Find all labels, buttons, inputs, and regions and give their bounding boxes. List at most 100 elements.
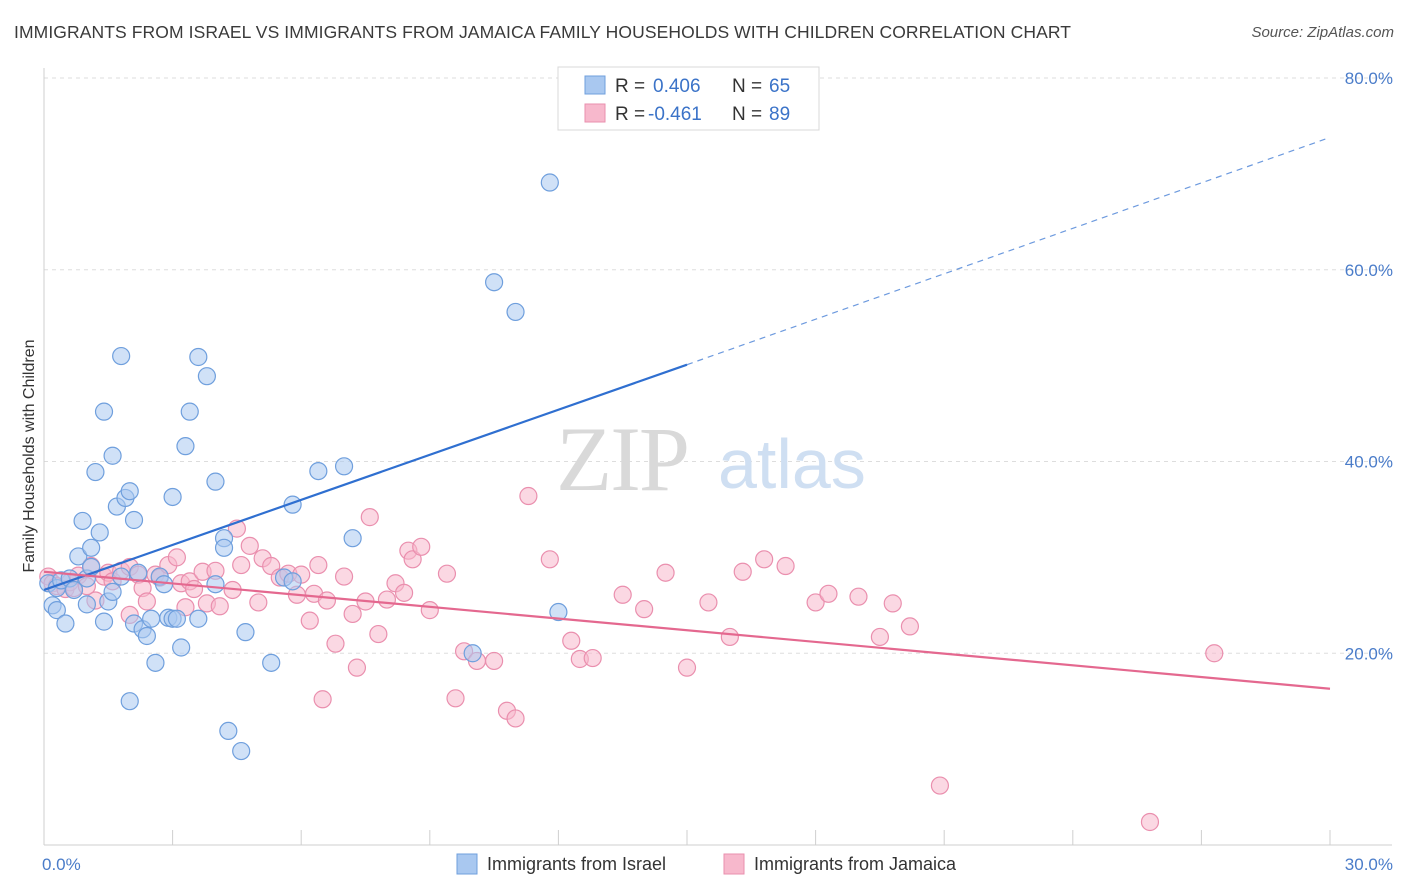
x-tick-labels: 0.0% 30.0% bbox=[42, 855, 1393, 874]
legend-r-value-israel: 0.406 bbox=[653, 76, 701, 97]
jamaica-point bbox=[326, 634, 345, 653]
jamaica-point bbox=[317, 591, 337, 610]
jamaica-point bbox=[519, 486, 538, 506]
israel-point bbox=[64, 580, 84, 600]
jamaica-point bbox=[313, 690, 332, 709]
israel-point bbox=[540, 173, 559, 192]
israel-point bbox=[86, 462, 105, 482]
jamaica-point bbox=[377, 590, 397, 609]
israel-point bbox=[82, 538, 101, 557]
israel-point bbox=[120, 482, 139, 501]
jamaica-point bbox=[819, 584, 838, 603]
y-axis-label: Family Households with Children bbox=[21, 340, 38, 573]
israel-point bbox=[69, 547, 88, 566]
jamaica-point bbox=[446, 689, 465, 708]
jamaica-point bbox=[930, 776, 950, 795]
israel-point bbox=[219, 721, 238, 741]
jamaica-point bbox=[420, 601, 439, 620]
israel-point bbox=[180, 402, 199, 421]
legend-swatch-jamaica bbox=[584, 103, 606, 123]
israel-trend-extension bbox=[686, 136, 1331, 366]
jamaica-point bbox=[369, 624, 388, 644]
jamaica-point bbox=[755, 550, 774, 569]
israel-point bbox=[485, 273, 504, 292]
jamaica-point bbox=[360, 508, 379, 527]
israel-point bbox=[94, 612, 114, 631]
jamaica-point bbox=[870, 627, 890, 647]
israel-point bbox=[124, 510, 144, 530]
jamaica-point bbox=[635, 600, 654, 619]
jamaica-point bbox=[232, 555, 251, 575]
source-credit: Source: ZipAtlas.com bbox=[1251, 24, 1394, 41]
x-tick-label: 0.0% bbox=[42, 855, 81, 874]
bottom-legend-label-jamaica: Immigrants from Jamaica bbox=[754, 854, 957, 874]
israel-point bbox=[283, 572, 302, 591]
israel-trend-line bbox=[43, 363, 688, 592]
legend-r-label-jamaica: R = bbox=[615, 104, 645, 125]
jamaica-point bbox=[167, 548, 186, 567]
legend-r-value-jamaica: -0.461 bbox=[648, 104, 702, 125]
jamaica-point bbox=[733, 562, 752, 581]
legend-n-value-israel: 65 bbox=[769, 76, 790, 97]
bottom-legend-label-israel: Immigrants from Israel bbox=[487, 854, 666, 874]
israel-point bbox=[146, 653, 165, 672]
israel-point bbox=[189, 609, 208, 628]
jamaica-point bbox=[720, 627, 739, 647]
legend-n-label-jamaica: N = bbox=[732, 104, 762, 125]
israel-point bbox=[77, 595, 96, 614]
jamaica-point bbox=[562, 631, 581, 650]
israel-point bbox=[137, 626, 156, 646]
jamaica-point bbox=[300, 611, 319, 630]
y-tick-labels: 20.0% 40.0% 60.0% 80.0% bbox=[1345, 69, 1393, 663]
jamaica-point bbox=[412, 537, 431, 556]
jamaica-trend-line bbox=[43, 570, 1331, 690]
jamaica-point bbox=[540, 550, 559, 569]
legend-n-value-jamaica: 89 bbox=[769, 104, 790, 125]
chart-title: IMMIGRANTS FROM ISRAEL VS IMMIGRANTS FRO… bbox=[14, 22, 1072, 42]
watermark-atlas: atlas bbox=[718, 425, 866, 503]
israel-point bbox=[343, 529, 362, 548]
legend-swatch-israel bbox=[584, 75, 606, 95]
jamaica-point bbox=[883, 594, 902, 613]
israel-point bbox=[334, 457, 354, 476]
jamaica-point bbox=[137, 592, 156, 611]
jamaica-point bbox=[583, 648, 602, 668]
israel-point bbox=[103, 582, 122, 601]
israel-point bbox=[549, 602, 568, 622]
israel-point bbox=[176, 437, 195, 456]
israel-point bbox=[73, 511, 92, 531]
legend-box: R = 0.406 N = 65 R = -0.461 N = 89 bbox=[557, 66, 820, 131]
israel-point bbox=[506, 302, 525, 322]
israel-point bbox=[112, 346, 131, 366]
y-tick-label: 80.0% bbox=[1345, 69, 1393, 88]
israel-point bbox=[197, 367, 216, 386]
y-tick-label: 60.0% bbox=[1345, 261, 1393, 280]
israel-point bbox=[56, 614, 75, 633]
jamaica-point bbox=[849, 587, 868, 606]
jamaica-point bbox=[485, 651, 504, 671]
israel-point bbox=[232, 741, 251, 761]
x-tick-label: 30.0% bbox=[1345, 855, 1393, 874]
jamaica-point bbox=[437, 564, 457, 583]
jamaica-point bbox=[343, 604, 362, 624]
legend-n-label-israel: N = bbox=[732, 76, 762, 97]
israel-point bbox=[189, 347, 208, 367]
watermark: ZIP atlas bbox=[556, 408, 866, 510]
jamaica-point bbox=[240, 536, 259, 555]
bottom-legend-swatch-israel bbox=[456, 853, 478, 875]
axes bbox=[43, 68, 1392, 846]
israel-point bbox=[206, 472, 225, 491]
jamaica-point bbox=[210, 597, 229, 616]
jamaica-point bbox=[677, 658, 697, 677]
jamaica-point bbox=[334, 567, 354, 586]
israel-point bbox=[214, 538, 234, 557]
israel-point bbox=[262, 653, 281, 672]
trend-lines bbox=[43, 136, 1331, 690]
jamaica-point bbox=[900, 617, 920, 636]
israel-point bbox=[112, 567, 131, 586]
bottom-legend: Immigrants from Israel Immigrants from J… bbox=[456, 853, 957, 875]
israel-point bbox=[163, 487, 182, 507]
israel-point bbox=[309, 461, 328, 481]
jamaica-point bbox=[184, 579, 204, 599]
